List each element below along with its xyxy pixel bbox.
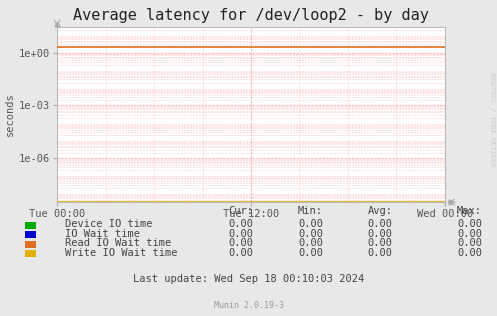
Text: 0.00: 0.00 [298, 219, 323, 229]
Text: Cur:: Cur: [229, 206, 253, 216]
Text: 0.00: 0.00 [457, 248, 482, 258]
Text: 0.00: 0.00 [457, 229, 482, 239]
Text: 0.00: 0.00 [298, 238, 323, 248]
Text: 0.00: 0.00 [457, 219, 482, 229]
Text: Min:: Min: [298, 206, 323, 216]
Text: 0.00: 0.00 [368, 229, 393, 239]
Text: 0.00: 0.00 [229, 238, 253, 248]
Text: 0.00: 0.00 [368, 219, 393, 229]
Text: 0.00: 0.00 [229, 229, 253, 239]
Text: Read IO Wait time: Read IO Wait time [65, 238, 171, 248]
Text: 0.00: 0.00 [298, 248, 323, 258]
Text: Last update: Wed Sep 18 00:10:03 2024: Last update: Wed Sep 18 00:10:03 2024 [133, 274, 364, 284]
Text: Write IO Wait time: Write IO Wait time [65, 248, 177, 258]
Text: IO Wait time: IO Wait time [65, 229, 140, 239]
Text: 0.00: 0.00 [298, 229, 323, 239]
Y-axis label: seconds: seconds [5, 93, 15, 137]
Text: 0.00: 0.00 [368, 248, 393, 258]
Title: Average latency for /dev/loop2 - by day: Average latency for /dev/loop2 - by day [73, 8, 429, 23]
Text: 0.00: 0.00 [368, 238, 393, 248]
Text: RRDTOOL / TOBI OETIKER: RRDTOOL / TOBI OETIKER [489, 73, 495, 167]
Text: 0.00: 0.00 [229, 248, 253, 258]
Text: Munin 2.0.19-3: Munin 2.0.19-3 [214, 301, 283, 310]
Text: 0.00: 0.00 [457, 238, 482, 248]
Text: 0.00: 0.00 [229, 219, 253, 229]
Text: Device IO time: Device IO time [65, 219, 152, 229]
Text: Avg:: Avg: [368, 206, 393, 216]
Text: Max:: Max: [457, 206, 482, 216]
